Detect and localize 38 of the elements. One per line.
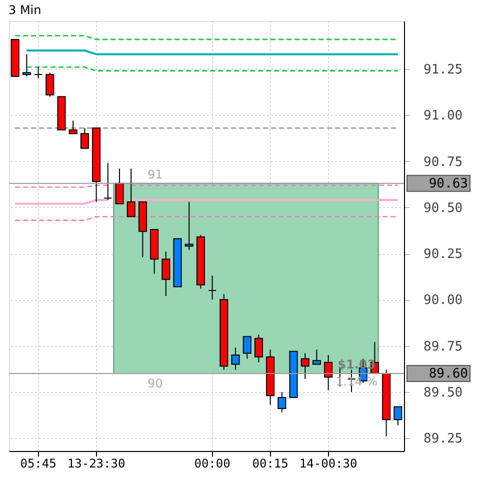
candlestick	[115, 168, 124, 204]
y-tick-label: 90.00	[424, 293, 463, 308]
candlestick	[46, 72, 54, 98]
y-tick-label: 90.50	[424, 200, 463, 216]
candlestick	[242, 336, 252, 360]
candlestick	[300, 352, 310, 380]
y-tick-label: 89.50	[424, 385, 463, 400]
x-tick-label: 14-00:30	[299, 456, 358, 470]
candlestick	[68, 120, 78, 134]
candlestick	[208, 275, 217, 300]
candlestick	[254, 334, 263, 363]
y-tick-label: 89.75	[424, 339, 463, 354]
candlestick	[104, 162, 112, 201]
x-tick-label: 00:15	[252, 456, 288, 470]
candlestick	[324, 354, 333, 391]
candlestick	[312, 349, 321, 365]
candlestick	[80, 128, 89, 149]
candlestick	[278, 391, 286, 413]
candlestick	[34, 66, 43, 79]
annotation: 91	[148, 167, 163, 182]
x-tick-label: 05:45	[20, 456, 56, 470]
ref-line-label: 89.60	[428, 366, 468, 382]
candlestick	[394, 406, 402, 426]
x-tick-label: 13-23:30	[67, 456, 126, 470]
y-tick-label: 90.25	[424, 247, 463, 262]
candlestick	[184, 201, 194, 250]
chart-title: 3 Min	[8, 3, 42, 17]
annotation: 90	[148, 376, 163, 390]
candlestick	[22, 54, 31, 77]
candlestick	[162, 251, 170, 296]
ref-line-label: 90.63	[428, 176, 468, 192]
candlestick	[126, 168, 136, 218]
x-tick-label: 00:00	[194, 456, 230, 470]
y-tick-label: 90.75	[424, 154, 463, 170]
candlestick	[231, 347, 240, 370]
y-tick-label: 91.25	[424, 62, 463, 78]
y-tick-label: 89.25	[424, 432, 463, 447]
y-tick-label: 91.00	[424, 108, 463, 124]
